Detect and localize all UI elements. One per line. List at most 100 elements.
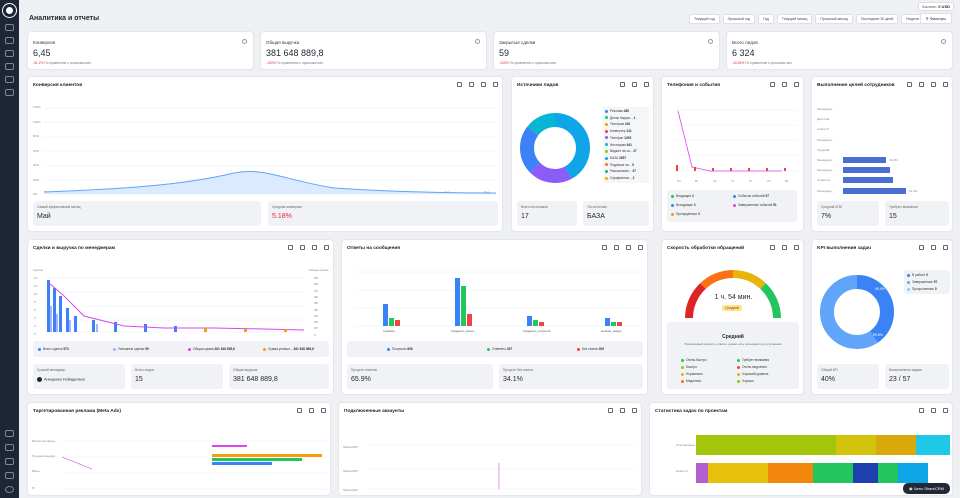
settings-icon[interactable] <box>931 245 936 250</box>
y-tick-label: 100% <box>33 119 41 124</box>
y-tick-label: 12 <box>34 284 38 288</box>
refresh-icon[interactable] <box>300 245 305 250</box>
settings-icon[interactable] <box>312 245 317 250</box>
fullscreen-icon[interactable] <box>943 408 948 413</box>
refresh-icon[interactable] <box>782 82 787 87</box>
expand-icon[interactable] <box>288 245 293 250</box>
expand-icon[interactable] <box>457 82 462 87</box>
chat-icon[interactable] <box>5 37 14 44</box>
kpi-tasks-donut: 40.4% 59.6% <box>820 275 894 349</box>
kpi-card-leads: Всего лидов 6 324 -43,25% По сравнению с… <box>726 31 953 70</box>
settings-icon[interactable] <box>931 408 936 413</box>
sources-legend: Реклама 485 Денис Карусь... 1 Телеграм 240… <box>603 107 649 183</box>
fullscreen-icon[interactable] <box>324 245 329 250</box>
refresh-icon[interactable] <box>632 82 637 87</box>
filters-button[interactable]: ⚲ Фильтры <box>919 13 952 24</box>
settings-icon[interactable] <box>931 82 936 87</box>
goals-card: Выполнение целей сотрудников Менеджер...… <box>811 76 953 232</box>
speed-value: 1 ч. 54 мин. <box>714 294 753 301</box>
dashboard-icon[interactable] <box>5 24 14 31</box>
deals-icon[interactable] <box>5 50 14 57</box>
fullscreen-icon[interactable] <box>794 82 799 87</box>
contacts-icon[interactable] <box>5 89 14 96</box>
expand-icon[interactable] <box>770 82 775 87</box>
balance[interactable]: Баланс: 0 USD <box>918 2 954 11</box>
avatar[interactable] <box>5 486 14 493</box>
settings-icon[interactable] <box>242 39 247 44</box>
refresh-icon[interactable] <box>297 408 302 413</box>
fullscreen-icon[interactable] <box>943 82 948 87</box>
refresh-icon[interactable] <box>782 245 787 250</box>
source-legend-item: Реклама 485 <box>605 109 629 113</box>
settings-icon[interactable] <box>620 408 625 413</box>
period-30-days[interactable]: Последние 30 дней <box>855 14 899 24</box>
y-tick-label: 3B <box>314 313 318 318</box>
x-tick-label: Вт <box>695 179 699 183</box>
fullscreen-icon[interactable] <box>794 245 799 250</box>
x-tick-label: Чт <box>731 179 735 183</box>
calls-chart <box>675 109 798 172</box>
fullscreen-icon[interactable] <box>638 245 643 250</box>
tasks-icon[interactable] <box>5 63 14 70</box>
sidebar <box>0 0 19 498</box>
kpi-tasks-legend: В работе 0 Завершенные 57 Просроченные 0 <box>904 270 950 294</box>
settings-icon[interactable] <box>708 39 713 44</box>
kpi-card-closed-deals: Закрытые сделки 59 -100% По сравнению с … <box>493 31 720 70</box>
y-tick-label: 5B <box>314 301 318 306</box>
period-selector: Текущий год Прошлый год Год Текущий меся… <box>689 14 924 24</box>
period-current-month[interactable]: Текущий месяц <box>776 14 813 24</box>
y-tick-label: 80% <box>33 134 40 138</box>
fullscreen-icon[interactable] <box>321 408 326 413</box>
expand-icon[interactable] <box>770 245 775 250</box>
y-tick-label: 0% <box>33 192 38 196</box>
language-icon[interactable] <box>5 472 14 479</box>
managers-legend: Всего сделок 573 Успешные сделки 59 Обща… <box>33 341 329 357</box>
y-tick-label: 1B <box>314 326 318 331</box>
y-tick-label: 2B <box>314 320 318 325</box>
expand-icon[interactable] <box>602 245 607 250</box>
svg-text:Instagram_accou...: Instagram_accou... <box>451 329 477 333</box>
notifications-icon[interactable] <box>5 430 14 437</box>
best-manager-box: Лучший менеджер Анищенко Нойаделана <box>33 364 125 389</box>
goal-percent-label: 16.4% <box>889 158 898 162</box>
expand-icon[interactable] <box>907 82 912 87</box>
source-legend-item: Подписка на... 5 <box>605 163 634 167</box>
period-current-year[interactable]: Текущий год <box>689 14 720 24</box>
period-last-year[interactable]: Прошлый год <box>722 14 756 24</box>
settings-icon[interactable] <box>5 458 14 465</box>
period-year[interactable]: Год <box>758 14 774 24</box>
refresh-icon[interactable] <box>608 408 613 413</box>
refresh-icon[interactable] <box>614 245 619 250</box>
goal-person-label: Дмитрий <box>817 117 830 122</box>
refresh-icon[interactable] <box>469 82 474 87</box>
settings-icon[interactable] <box>481 82 486 87</box>
sources-donut <box>520 113 590 183</box>
answers-card: Ответы на сообщения Invitation Instagram_… <box>341 239 648 395</box>
attention-box: Требуют внимания 15 <box>885 201 949 226</box>
refresh-icon[interactable] <box>919 82 924 87</box>
refresh-icon[interactable] <box>919 245 924 250</box>
fullscreen-icon[interactable] <box>943 245 948 250</box>
done-tasks-box: Выполненные задачи 23 / 57 <box>885 364 949 389</box>
answers-chart: Invitation Instagram_accou... Instagram_co… <box>355 271 643 333</box>
settings-icon[interactable] <box>309 408 314 413</box>
expand-icon[interactable] <box>620 82 625 87</box>
chat-button[interactable]: ◉ Чаты ShareCRM <box>902 483 950 494</box>
managers-card: Сделки и выручка по менеджерам Сделки Об… <box>27 239 334 395</box>
topbar: Аналитика и отчеты Баланс: 0 USD Текущий… <box>19 0 960 30</box>
help-icon[interactable] <box>5 444 14 451</box>
app-logo-icon[interactable] <box>3 4 16 17</box>
settings-icon[interactable] <box>941 39 946 44</box>
fullscreen-icon[interactable] <box>493 82 498 87</box>
svg-text:Invitation: Invitation <box>383 329 395 333</box>
period-last-month[interactable]: Прошлый месяц <box>815 14 853 24</box>
goal-bar <box>843 177 893 184</box>
fullscreen-icon[interactable] <box>632 408 637 413</box>
settings-icon[interactable] <box>475 39 480 44</box>
calendar-icon[interactable] <box>5 76 14 83</box>
x-tick-label: Ср <box>713 179 717 183</box>
svg-text:website_widget: website_widget <box>601 329 622 333</box>
settings-icon[interactable] <box>626 245 631 250</box>
refresh-icon[interactable] <box>919 408 924 413</box>
fullscreen-icon[interactable] <box>644 82 649 87</box>
